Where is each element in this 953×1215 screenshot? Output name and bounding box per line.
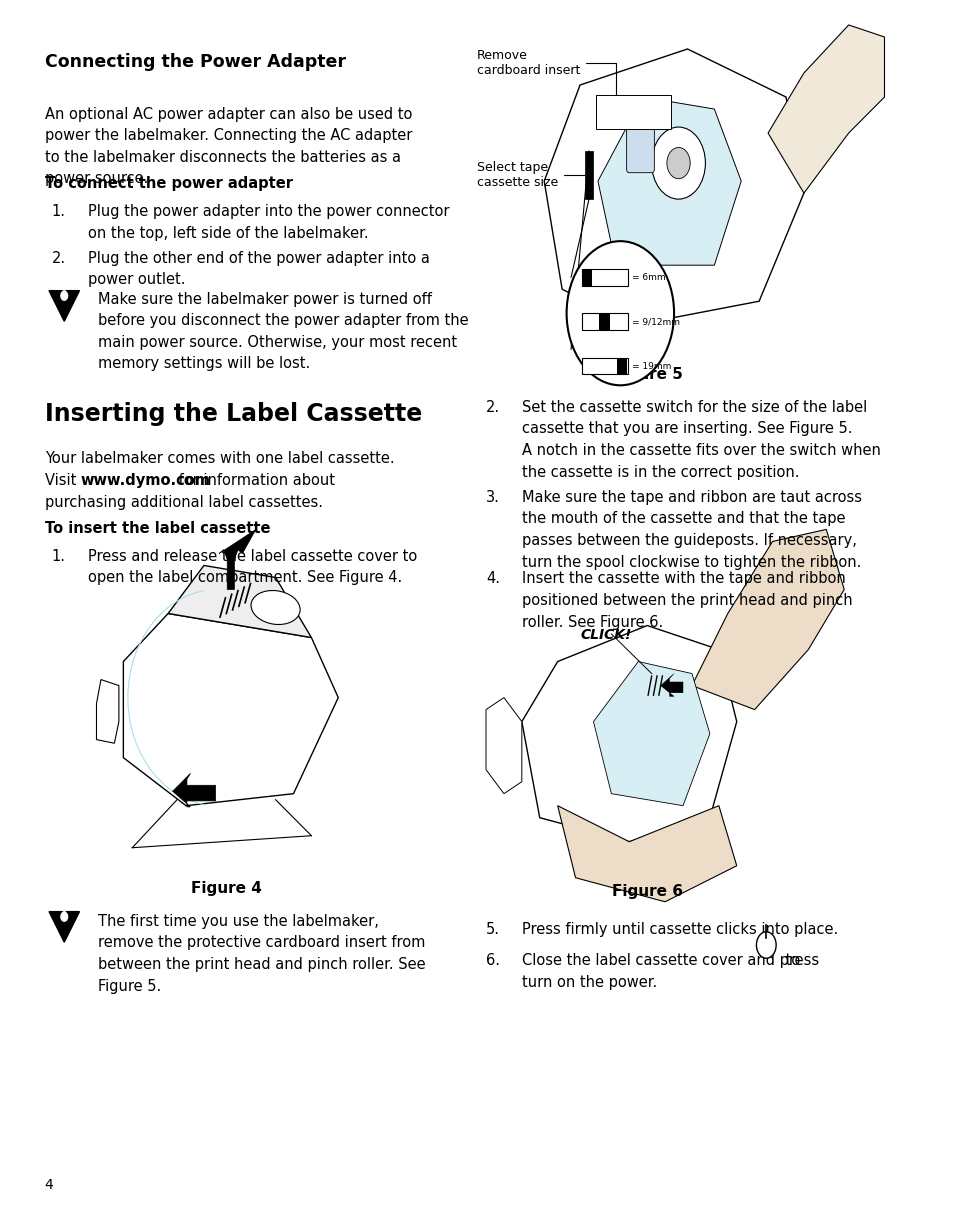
Text: passes between the guideposts. If necessary,: passes between the guideposts. If necess… — [521, 533, 856, 548]
Text: cassette that you are inserting. See Figure 5.: cassette that you are inserting. See Fig… — [521, 422, 851, 436]
Text: turn the spool clockwise to tighten the ribbon.: turn the spool clockwise to tighten the … — [521, 555, 861, 570]
Polygon shape — [543, 49, 803, 326]
Text: Set the cassette switch for the size of the label: Set the cassette switch for the size of … — [521, 400, 866, 414]
Text: 5.: 5. — [485, 922, 499, 937]
Text: = 6mm: = 6mm — [631, 272, 665, 282]
Text: Plug the power adapter into the power connector: Plug the power adapter into the power co… — [88, 204, 449, 219]
Text: 6.: 6. — [485, 954, 499, 968]
Circle shape — [61, 912, 68, 921]
Text: 4: 4 — [45, 1179, 53, 1192]
Text: Select tape
cassette size: Select tape cassette size — [476, 160, 586, 188]
Circle shape — [566, 241, 674, 385]
Bar — [581, 357, 628, 374]
Text: 2.: 2. — [485, 400, 499, 414]
Polygon shape — [123, 614, 338, 806]
Circle shape — [651, 128, 704, 199]
Bar — [581, 269, 591, 286]
Text: Figure 5: Figure 5 — [611, 367, 682, 383]
Text: positioned between the print head and pinch: positioned between the print head and pi… — [521, 593, 852, 608]
Text: 4.: 4. — [485, 571, 499, 587]
Text: for information about: for information about — [174, 473, 335, 488]
Bar — [598, 313, 609, 330]
Polygon shape — [521, 626, 736, 842]
Polygon shape — [691, 530, 843, 710]
Circle shape — [666, 147, 689, 179]
Ellipse shape — [251, 590, 300, 625]
Text: power the labelmaker. Connecting the AC adapter: power the labelmaker. Connecting the AC … — [45, 129, 412, 143]
Text: Make sure the labelmaker power is turned off: Make sure the labelmaker power is turned… — [98, 292, 432, 306]
Text: power outlet.: power outlet. — [88, 272, 185, 288]
Text: Press and release the label cassette cover to: Press and release the label cassette cov… — [88, 549, 416, 564]
FancyBboxPatch shape — [596, 95, 671, 130]
Text: Figure 6: Figure 6 — [611, 883, 682, 899]
Text: Remove
cardboard insert: Remove cardboard insert — [476, 49, 616, 108]
Text: Press firmly until cassette clicks into place.: Press firmly until cassette clicks into … — [521, 922, 837, 937]
Text: on the top, left side of the labelmaker.: on the top, left side of the labelmaker. — [88, 226, 368, 241]
Text: to: to — [781, 954, 800, 968]
Text: Visit: Visit — [45, 473, 80, 488]
Text: Your labelmaker comes with one label cassette.: Your labelmaker comes with one label cas… — [45, 451, 394, 467]
Text: The first time you use the labelmaker,: The first time you use the labelmaker, — [98, 914, 378, 928]
Text: = 9/12mm: = 9/12mm — [631, 317, 679, 326]
Text: 1.: 1. — [51, 549, 66, 564]
Text: roller. See Figure 6.: roller. See Figure 6. — [521, 615, 662, 629]
Circle shape — [756, 932, 776, 959]
Text: turn on the power.: turn on the power. — [521, 976, 657, 990]
Text: Make sure the tape and ribbon are taut across: Make sure the tape and ribbon are taut a… — [521, 490, 861, 504]
Circle shape — [62, 906, 66, 911]
Bar — [581, 269, 628, 286]
Polygon shape — [485, 697, 521, 793]
Text: 3.: 3. — [485, 490, 499, 504]
FancyBboxPatch shape — [626, 124, 654, 173]
Text: memory settings will be lost.: memory settings will be lost. — [98, 356, 311, 372]
Text: before you disconnect the power adapter from the: before you disconnect the power adapter … — [98, 313, 469, 328]
Text: To connect the power adapter: To connect the power adapter — [45, 176, 293, 191]
Circle shape — [62, 286, 66, 290]
Text: purchasing additional label cassettes.: purchasing additional label cassettes. — [45, 495, 322, 509]
Polygon shape — [172, 773, 215, 807]
Polygon shape — [168, 565, 311, 638]
Bar — [584, 151, 593, 199]
Circle shape — [61, 292, 68, 300]
Text: remove the protective cardboard insert from: remove the protective cardboard insert f… — [98, 936, 425, 950]
Polygon shape — [659, 673, 682, 696]
Polygon shape — [49, 290, 79, 321]
Text: power source.: power source. — [45, 171, 148, 186]
Text: to the labelmaker disconnects the batteries as a: to the labelmaker disconnects the batter… — [45, 149, 400, 165]
Text: Figure 4: Figure 4 — [191, 881, 261, 897]
Text: main power source. Otherwise, your most recent: main power source. Otherwise, your most … — [98, 335, 456, 350]
Text: open the label compartment. See Figure 4.: open the label compartment. See Figure 4… — [88, 570, 401, 586]
Text: the mouth of the cassette and that the tape: the mouth of the cassette and that the t… — [521, 512, 844, 526]
Polygon shape — [219, 530, 255, 589]
Polygon shape — [96, 679, 119, 744]
Text: Figure 5.: Figure 5. — [98, 978, 161, 994]
Bar — [581, 313, 628, 330]
Text: Insert the cassette with the tape and ribbon: Insert the cassette with the tape and ri… — [521, 571, 844, 587]
Text: CLICK!: CLICK! — [579, 628, 631, 642]
Polygon shape — [767, 26, 883, 193]
Text: Plug the other end of the power adapter into a: Plug the other end of the power adapter … — [88, 250, 429, 266]
Text: the cassette is in the correct position.: the cassette is in the correct position. — [521, 464, 799, 480]
Text: To insert the label cassette: To insert the label cassette — [45, 521, 270, 536]
Text: 2.: 2. — [51, 250, 66, 266]
Text: www.dymo.com: www.dymo.com — [80, 473, 211, 488]
Text: Close the label cassette cover and press: Close the label cassette cover and press — [521, 954, 818, 968]
Text: = 19mm: = 19mm — [631, 362, 671, 371]
Text: Inserting the Label Cassette: Inserting the Label Cassette — [45, 402, 421, 426]
Bar — [617, 357, 627, 374]
Text: A notch in the cassette fits over the switch when: A notch in the cassette fits over the sw… — [521, 443, 880, 458]
Text: 1.: 1. — [51, 204, 66, 219]
Polygon shape — [593, 661, 709, 806]
Polygon shape — [598, 97, 740, 265]
Text: between the print head and pinch roller. See: between the print head and pinch roller.… — [98, 957, 425, 972]
Polygon shape — [49, 911, 79, 943]
Polygon shape — [558, 806, 736, 902]
Text: An optional AC power adapter can also be used to: An optional AC power adapter can also be… — [45, 107, 412, 122]
Text: Connecting the Power Adapter: Connecting the Power Adapter — [45, 52, 345, 70]
